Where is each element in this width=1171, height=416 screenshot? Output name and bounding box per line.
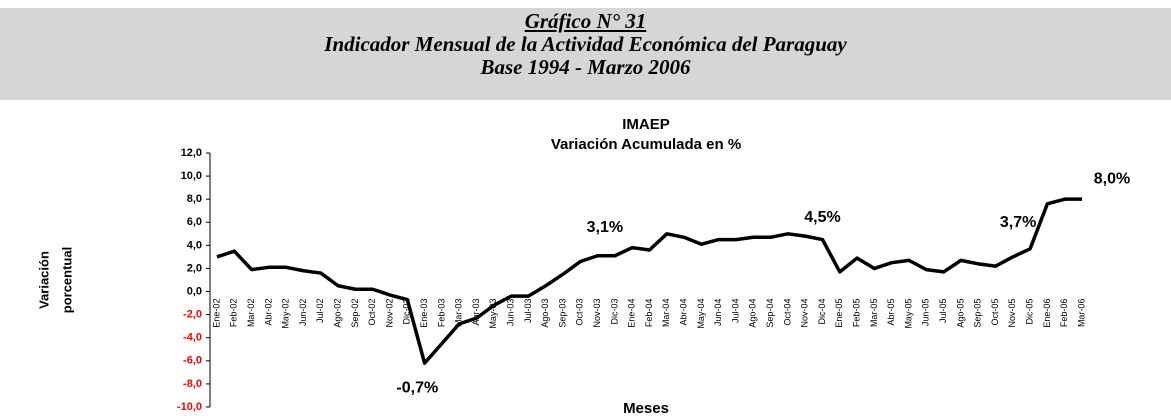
y-axis-title: porcentual [59,247,74,313]
x-tick-label: Ago-05 [955,299,965,328]
x-tick-label: Jun-02 [298,299,308,327]
x-tick-label: Jun-05 [921,299,931,327]
x-tick-label: Abr-03 [471,299,481,326]
x-tick-label: Jun-04 [713,299,723,327]
x-tick-label: Feb-05 [851,299,861,328]
y-tick-label: -4,0 [183,332,202,344]
x-tick-label: Oct-04 [782,299,792,326]
x-tick-label: Jul-02 [315,299,325,324]
x-tick-label: Mar-05 [869,299,879,328]
x-tick-label: Nov-03 [592,299,602,328]
data-label: 3,1% [587,219,623,236]
data-label: 8,0% [1094,170,1130,187]
x-tick-label: Mar-02 [246,299,256,328]
y-tick-label: 2,0 [187,262,202,274]
chart-title: IMAEP [622,116,670,133]
x-tick-label: Oct-03 [575,299,585,326]
x-tick-label: Mar-03 [454,299,464,328]
x-tick-label: Sep-03 [557,299,567,328]
x-tick-label: Feb-06 [1059,299,1069,328]
x-tick-label: May-02 [281,299,291,329]
x-tick-label: Nov-05 [1007,299,1017,328]
x-tick-label: Ago-02 [332,299,342,328]
header-title: Gráfico N° 31 [524,9,647,33]
x-tick-label: Ago-03 [540,299,550,328]
x-tick-label: Ago-04 [748,299,758,328]
x-tick-label: Feb-04 [644,299,654,328]
x-tick-label: Ene-02 [211,299,221,328]
header: Gráfico N° 31 Indicador Mensual de la Ac… [0,8,1171,100]
data-label: 3,7% [1000,214,1036,231]
x-tick-label: Abr-05 [886,299,896,326]
x-tick-label: Ene-05 [834,299,844,328]
data-label: -0,7% [396,380,438,397]
x-tick-label: Ene-03 [419,299,429,328]
y-tick-label: -10,0 [177,401,202,413]
x-tick-label: Jul-04 [730,299,740,324]
x-tick-label: Dic-04 [817,299,827,325]
y-axis-title: Variación [36,251,51,309]
x-tick-label: Dic-02 [402,299,412,325]
y-tick-label: 8,0 [187,193,202,205]
data-label: 4,5% [804,209,840,226]
x-tick-label: Ene-04 [627,299,637,328]
x-tick-label: Sep-04 [765,299,775,328]
y-tick-label: 10,0 [181,170,202,182]
x-tick-label: May-05 [903,299,913,329]
x-tick-label: Feb-03 [436,299,446,328]
line [216,197,1082,365]
y-tick-label: 0,0 [187,285,202,297]
y-tick-label: -6,0 [183,355,202,367]
x-tick-label: Dic-05 [1024,299,1034,325]
header-subtitle: Indicador Mensual de la Actividad Económ… [324,32,847,56]
header-subtitle: Base 1994 - Marzo 2006 [480,55,691,79]
x-tick-label: Oct-02 [367,299,377,326]
x-tick-label: May-03 [488,299,498,329]
x-tick-label: Feb-02 [229,299,239,328]
x-tick-label: Oct-05 [990,299,1000,326]
y-tick-label: 6,0 [187,216,202,228]
x-tick-label: Jun-03 [505,299,515,327]
x-tick-label: Abr-02 [263,299,273,326]
x-tick-label: Ene-06 [1042,299,1052,328]
x-tick-label: Mar-04 [661,299,671,328]
x-axis-title: Meses [623,400,669,416]
x-tick-label: Sep-02 [350,299,360,328]
x-tick-label: Sep-05 [973,299,983,328]
chart-subtitle: Variación Acumulada en % [551,136,741,153]
y-tick-label: 4,0 [187,239,202,251]
x-tick-label: Jul-03 [523,299,533,324]
x-tick-label: Nov-04 [800,299,810,328]
y-tick-label: 12,0 [181,147,202,159]
y-tick-label: -2,0 [183,309,202,321]
x-tick-label: Jul-05 [938,299,948,324]
x-tick-label: Abr-04 [678,299,688,326]
x-tick-label: May-04 [696,299,706,329]
x-tick-label: Dic-03 [609,299,619,325]
y-tick-label: -8,0 [183,378,202,390]
x-tick-label: Nov-02 [384,299,394,328]
x-tick-label: Mar-06 [1076,299,1086,328]
